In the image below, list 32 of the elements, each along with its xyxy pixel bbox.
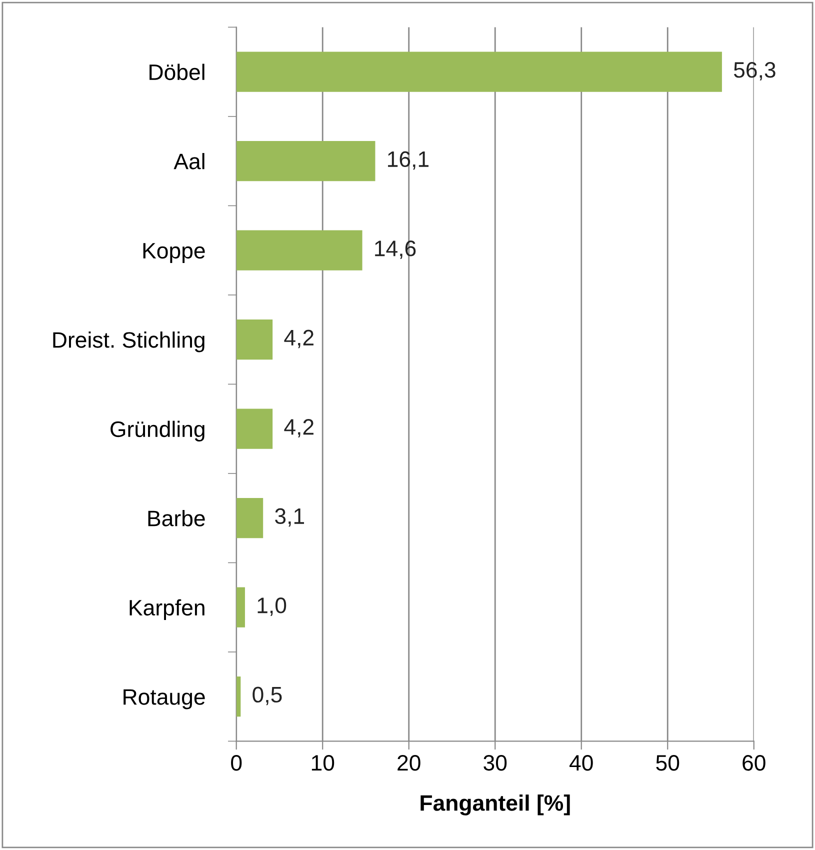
bar bbox=[236, 140, 376, 182]
y-tick-label: Dreist. Stichling bbox=[53, 332, 204, 352]
data-label: 14,6 bbox=[375, 240, 416, 259]
bar bbox=[236, 319, 273, 360]
y-tick-label: Aal bbox=[174, 153, 204, 170]
data-label: 1,0 bbox=[258, 598, 286, 616]
y-tick-label: Karpfen bbox=[130, 599, 204, 620]
y-tick-label: Barbe bbox=[148, 510, 205, 526]
bar bbox=[236, 676, 241, 717]
data-label: 0,5 bbox=[252, 686, 282, 706]
bar bbox=[236, 587, 245, 628]
data-label: 4,2 bbox=[284, 330, 314, 348]
data-label: 16,1 bbox=[388, 151, 428, 170]
x-tick-label: 50 bbox=[656, 754, 680, 771]
data-label: 4,2 bbox=[284, 419, 314, 438]
bar bbox=[236, 230, 362, 270]
x-tick-label: 30 bbox=[484, 754, 507, 771]
x-tick-label: 20 bbox=[398, 754, 420, 771]
data-label: 56,3 bbox=[734, 62, 776, 80]
bar bbox=[236, 52, 722, 92]
y-tick-label: Rotauge bbox=[124, 689, 205, 710]
x-tick-label: 0 bbox=[231, 754, 242, 771]
data-label: 3,1 bbox=[275, 508, 304, 527]
bar bbox=[236, 498, 264, 538]
bar bbox=[236, 408, 273, 449]
x-tick-label: 10 bbox=[312, 754, 334, 771]
y-tick-label: Gründling bbox=[110, 420, 204, 442]
x-tick-label: 40 bbox=[570, 754, 593, 771]
x-tick-label: 60 bbox=[742, 754, 766, 771]
y-tick-label: Koppe bbox=[143, 243, 205, 263]
y-tick-label: Döbel bbox=[150, 64, 204, 80]
x-axis-title: Fanganteil [%] bbox=[420, 794, 570, 816]
